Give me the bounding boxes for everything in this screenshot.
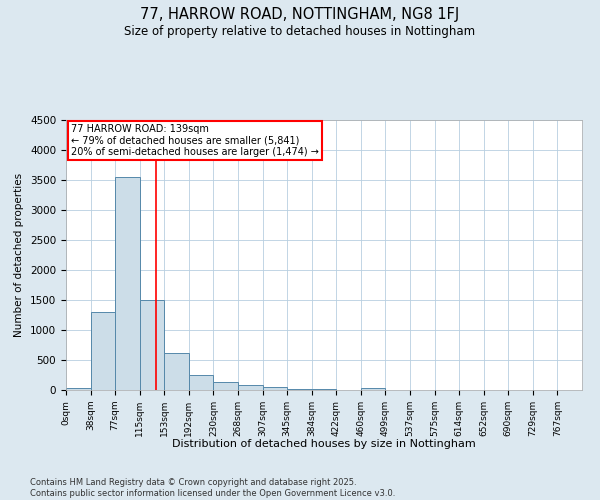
Bar (361, 388, 385, 390)
X-axis label: Distribution of detached houses by size in Nottingham: Distribution of detached houses by size … (172, 439, 476, 449)
Bar (140, 300, 164, 390)
Bar (214, 382, 238, 390)
Bar (91, 312, 115, 390)
Bar (238, 385, 263, 390)
Bar (189, 375, 214, 390)
Bar (115, 177, 140, 390)
Bar (287, 389, 312, 390)
Y-axis label: Number of detached properties: Number of detached properties (14, 173, 25, 337)
Text: Contains HM Land Registry data © Crown copyright and database right 2025.
Contai: Contains HM Land Registry data © Crown c… (30, 478, 395, 498)
Text: Size of property relative to detached houses in Nottingham: Size of property relative to detached ho… (124, 25, 476, 38)
Text: 77, HARROW ROAD, NOTTINGHAM, NG8 1FJ: 77, HARROW ROAD, NOTTINGHAM, NG8 1FJ (140, 8, 460, 22)
Bar (263, 387, 287, 390)
Bar (66, 388, 91, 390)
Bar (164, 353, 189, 390)
Text: 77 HARROW ROAD: 139sqm
← 79% of detached houses are smaller (5,841)
20% of semi-: 77 HARROW ROAD: 139sqm ← 79% of detached… (71, 124, 319, 157)
